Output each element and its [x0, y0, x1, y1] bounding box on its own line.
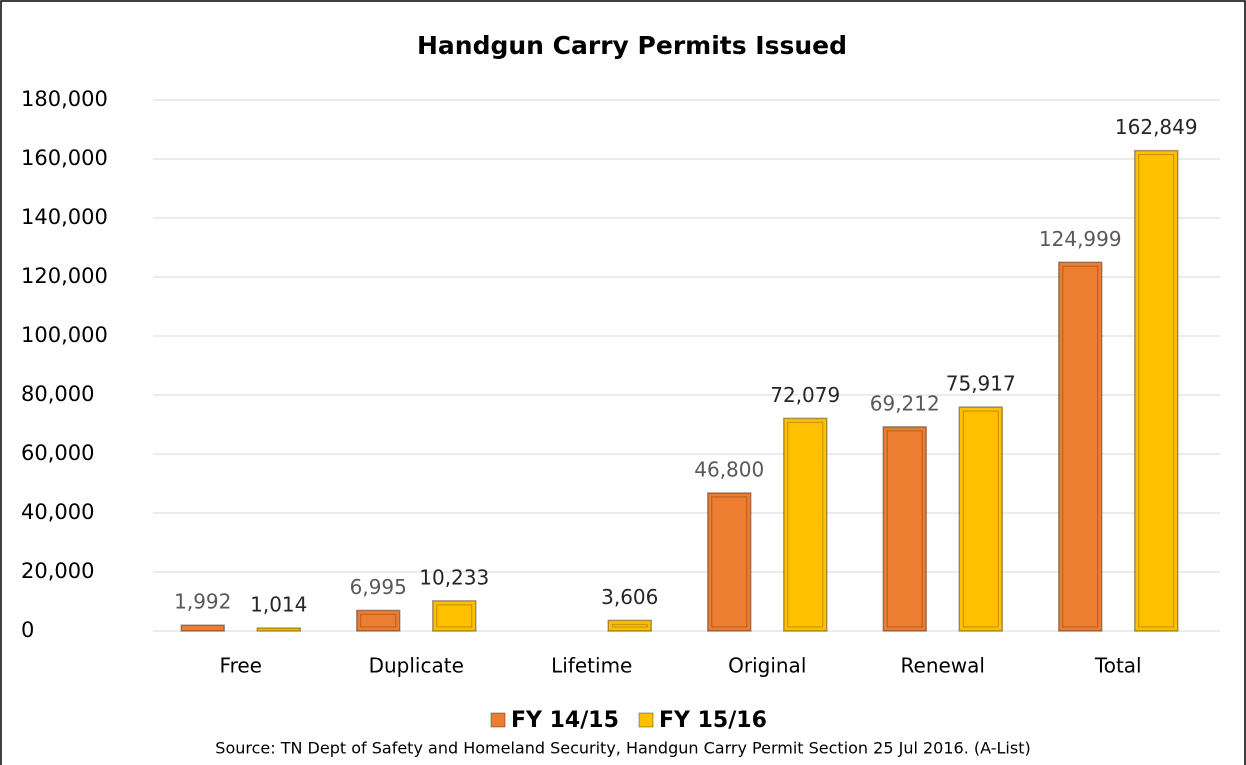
y-tick-label: 0	[21, 618, 34, 642]
data-label: 72,079	[770, 383, 840, 407]
x-tick-label: Original	[728, 654, 806, 678]
data-label: 1,992	[174, 590, 231, 614]
bar-bevel	[360, 613, 397, 628]
source-note: Source: TN Dept of Safety and Homeland S…	[215, 739, 1030, 758]
legend-swatch	[638, 712, 654, 728]
bar	[707, 492, 752, 632]
bar	[882, 426, 927, 632]
x-tick-label: Total	[1094, 654, 1142, 678]
x-tick-label: Lifetime	[551, 654, 632, 678]
legend-label: FY 15/16	[659, 708, 767, 733]
bar	[180, 624, 225, 632]
data-label: 46,800	[694, 457, 764, 481]
x-tick-label: Free	[220, 654, 262, 678]
bar-bevel	[1062, 265, 1099, 628]
bar-bevel	[711, 496, 748, 628]
y-tick-label: 140,000	[21, 205, 108, 229]
data-label: 10,233	[419, 565, 489, 589]
y-tick-label: 100,000	[21, 323, 108, 347]
y-tick-label: 20,000	[21, 559, 94, 583]
data-label: 3,606	[601, 585, 658, 609]
data-label: 1,014	[250, 593, 307, 617]
bar-bevel	[611, 623, 648, 628]
legend-swatch	[490, 712, 506, 728]
bar	[607, 619, 652, 632]
y-tick-label: 160,000	[21, 146, 108, 170]
bar	[1058, 261, 1103, 632]
bar-bevel	[787, 421, 824, 628]
x-tick-label: Renewal	[901, 654, 985, 678]
bar-bevel	[436, 604, 473, 628]
data-label: 124,999	[1039, 227, 1122, 251]
bar	[1134, 149, 1179, 632]
data-label: 75,917	[946, 372, 1016, 396]
data-label: 162,849	[1115, 115, 1198, 139]
bar-bevel	[962, 410, 999, 628]
bar-bevel	[1138, 154, 1175, 628]
bar-bevel	[886, 430, 923, 628]
bar	[958, 406, 1003, 632]
bar	[432, 600, 477, 632]
chart-title: Handgun Carry Permits Issued	[417, 31, 847, 60]
y-tick-label: 180,000	[21, 87, 108, 111]
data-label: 6,995	[350, 575, 407, 599]
y-tick-label: 40,000	[21, 500, 94, 524]
bar	[256, 627, 301, 632]
legend-label: FY 14/15	[511, 708, 619, 733]
x-tick-label: Duplicate	[369, 654, 464, 678]
data-label: 69,212	[870, 391, 940, 415]
y-tick-label: 120,000	[21, 264, 108, 288]
y-tick-label: 80,000	[21, 382, 94, 406]
bar	[783, 417, 828, 632]
y-tick-label: 60,000	[21, 441, 94, 465]
bar	[356, 609, 401, 632]
